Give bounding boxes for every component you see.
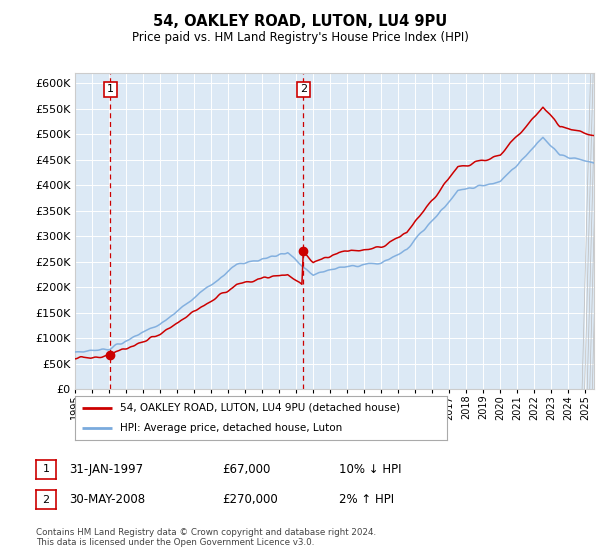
Text: 2: 2 [300,85,307,95]
Text: 30-MAY-2008: 30-MAY-2008 [69,493,145,506]
Text: £270,000: £270,000 [222,493,278,506]
Text: £67,000: £67,000 [222,463,271,476]
Text: Contains HM Land Registry data © Crown copyright and database right 2024.
This d: Contains HM Land Registry data © Crown c… [36,528,376,548]
Text: Price paid vs. HM Land Registry's House Price Index (HPI): Price paid vs. HM Land Registry's House … [131,31,469,44]
Text: 1: 1 [43,464,49,474]
Text: HPI: Average price, detached house, Luton: HPI: Average price, detached house, Luto… [119,423,342,433]
Text: 31-JAN-1997: 31-JAN-1997 [69,463,143,476]
Text: 1: 1 [107,85,114,95]
Bar [586,73,594,389]
Text: 2% ↑ HPI: 2% ↑ HPI [339,493,394,506]
Text: 10% ↓ HPI: 10% ↓ HPI [339,463,401,476]
Text: 54, OAKLEY ROAD, LUTON, LU4 9PU: 54, OAKLEY ROAD, LUTON, LU4 9PU [153,14,447,29]
Text: 54, OAKLEY ROAD, LUTON, LU4 9PU (detached house): 54, OAKLEY ROAD, LUTON, LU4 9PU (detache… [119,403,400,413]
Text: 2: 2 [43,494,49,505]
